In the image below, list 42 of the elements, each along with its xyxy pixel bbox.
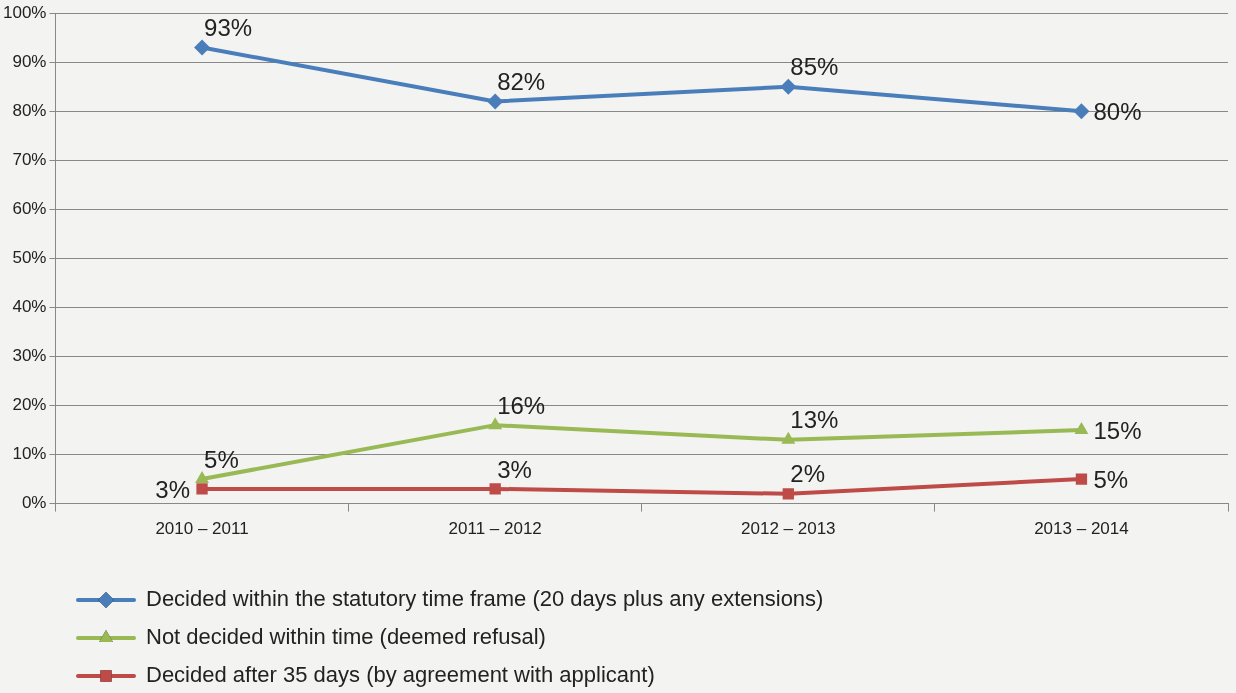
y-tick-label: 20% — [12, 395, 47, 415]
point — [781, 431, 796, 444]
y-tick-label: 70% — [12, 150, 47, 170]
data-label: 93% — [204, 14, 253, 42]
point — [782, 488, 794, 500]
legend-label: Decided within the statutory time frame (20 days plus any extensions) — [146, 586, 824, 612]
x-tick-label: 2010 – 2011 — [155, 519, 249, 539]
point — [1073, 103, 1090, 120]
point — [780, 78, 797, 95]
y-tick-label: 0% — [21, 493, 47, 513]
point — [195, 471, 209, 484]
data-label: 5% — [1093, 465, 1129, 493]
point — [487, 93, 504, 110]
point — [1074, 422, 1089, 435]
data-label: 13% — [790, 406, 839, 434]
y-tick-label: 90% — [12, 51, 47, 71]
y-tick-label: 30% — [12, 346, 47, 366]
y-tick-label: 40% — [12, 297, 47, 317]
data-label: 80% — [1093, 97, 1142, 125]
point — [489, 483, 501, 495]
data-label: 3% — [497, 455, 532, 483]
point — [1075, 473, 1088, 485]
point — [194, 39, 211, 56]
point — [488, 417, 503, 430]
data-label: 82% — [497, 68, 546, 96]
y-tick-label: 10% — [12, 444, 47, 464]
legend-label: Decided after 35 days (by agreement with applicant) — [146, 662, 655, 688]
y-tick-label: 60% — [12, 199, 47, 219]
y-tick-label: 100% — [3, 2, 47, 22]
data-label: 3% — [155, 475, 191, 503]
x-tick-label: 2013 – 2014 — [1034, 519, 1129, 539]
data-label: 2% — [790, 460, 825, 488]
point — [196, 483, 208, 495]
data-label: 15% — [1093, 416, 1142, 444]
x-tick-label: 2011 – 2012 — [448, 519, 542, 539]
legend-label: Not decided within time (deemed refusal) — [146, 624, 546, 650]
y-tick-label: 50% — [12, 248, 47, 268]
data-label: 85% — [790, 53, 839, 81]
data-label: 5% — [204, 445, 239, 473]
x-tick-label: 2012 – 2013 — [741, 519, 836, 539]
data-label: 16% — [497, 391, 546, 419]
y-tick-label: 80% — [12, 100, 47, 120]
